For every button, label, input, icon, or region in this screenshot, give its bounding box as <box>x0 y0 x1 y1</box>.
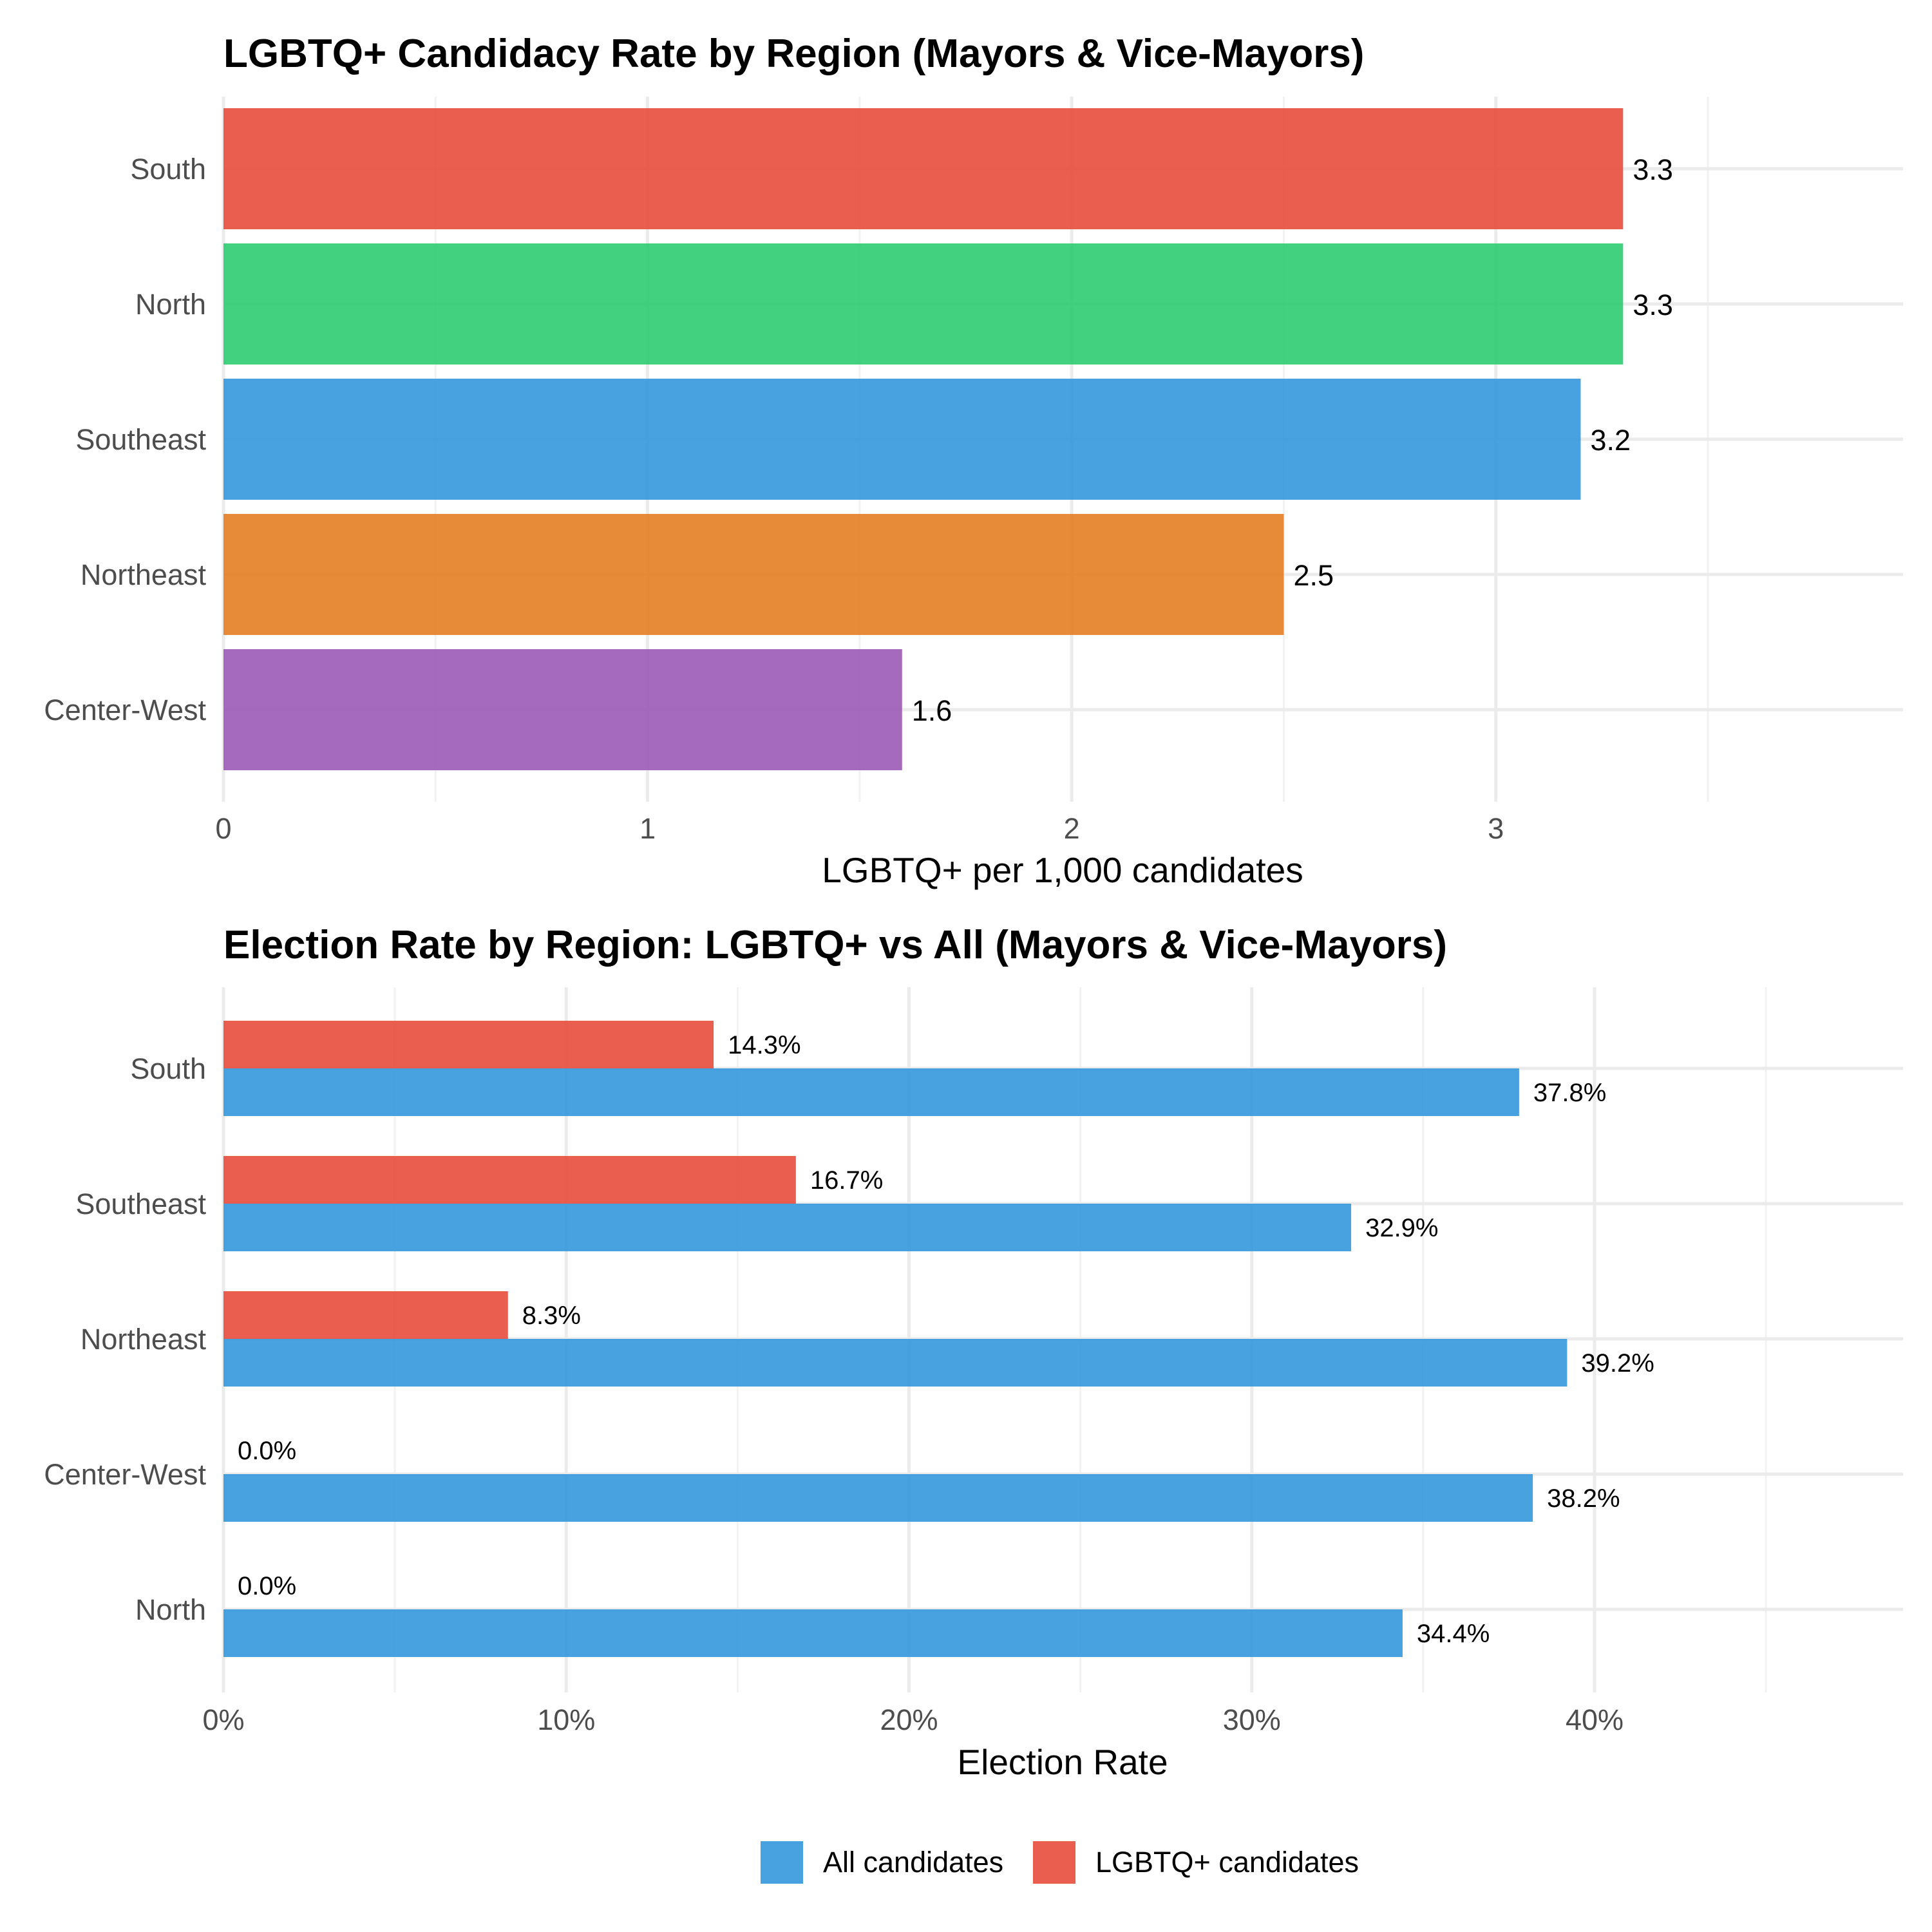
value-labels: 3.3 3.3 3.2 2.5 1.6 <box>912 153 1673 727</box>
bar-all-northeast <box>223 1339 1567 1387</box>
category-label: Northeast <box>80 558 207 591</box>
category-label: South <box>130 153 206 185</box>
value-label-lgbtq: 16.7% <box>810 1166 883 1195</box>
x-tick-label: 2 <box>1064 812 1080 845</box>
x-tick-label: 3 <box>1488 812 1504 845</box>
legend-label-all: All candidates <box>823 1846 1003 1879</box>
candidacy-rate-chart: LGBTQ+ Candidacy Rate by Region (Mayors … <box>44 32 1903 890</box>
value-label-lgbtq: 14.3% <box>728 1031 800 1059</box>
category-label: North <box>135 288 206 321</box>
x-tick-label: 0% <box>202 1703 244 1736</box>
value-label-all: 34.4% <box>1417 1620 1490 1648</box>
value-labels: 14.3% 37.8% 16.7% 32.9% 8.3% 39.2% 0.0% 38.2% 0.… <box>238 1031 1654 1648</box>
category-label: Southeast <box>75 1188 206 1220</box>
x-tick-label: 30% <box>1223 1703 1281 1736</box>
value-label-lgbtq: 0.0% <box>238 1437 296 1465</box>
value-label-all: 37.8% <box>1533 1079 1606 1107</box>
bar-all-center-west <box>223 1474 1533 1522</box>
category-label: South <box>130 1052 206 1085</box>
bar-all-north <box>223 1609 1403 1657</box>
x-axis-title: LGBTQ+ per 1,000 candidates <box>822 850 1303 890</box>
bar-lgbtq-southeast <box>223 1156 796 1204</box>
category-labels: South North Southeast Northeast Center-West <box>44 153 206 726</box>
bar-lgbtq-south <box>223 1021 714 1068</box>
x-tick-label: 0 <box>215 812 231 845</box>
category-label: Center-West <box>44 1458 206 1491</box>
value-label-all: 39.2% <box>1581 1349 1654 1378</box>
value-label: 1.6 <box>912 694 952 727</box>
bar-lgbtq-northeast <box>223 1291 508 1339</box>
chart-title: LGBTQ+ Candidacy Rate by Region (Mayors … <box>223 32 1364 76</box>
election-rate-chart: Election Rate by Region: LGBTQ+ vs All (… <box>44 923 1903 1782</box>
legend: All candidates LGBTQ+ candidates <box>761 1841 1359 1884</box>
bar-all-south <box>223 1068 1519 1116</box>
value-label: 3.3 <box>1633 289 1673 321</box>
bar-north <box>223 243 1624 365</box>
value-label-lgbtq: 0.0% <box>238 1572 296 1600</box>
x-tick-label: 20% <box>880 1703 938 1736</box>
value-label: 3.2 <box>1590 424 1631 457</box>
value-label-all: 38.2% <box>1547 1484 1620 1513</box>
legend-swatch-all <box>761 1841 803 1884</box>
legend-swatch-lgbtq <box>1033 1841 1075 1884</box>
bar-all-southeast <box>223 1204 1352 1251</box>
x-tick-labels: 0 1 2 3 <box>215 812 1504 845</box>
x-tick-label: 1 <box>639 812 656 845</box>
legend-label-lgbtq: LGBTQ+ candidates <box>1095 1846 1359 1879</box>
bars <box>223 108 1624 770</box>
category-label: Northeast <box>80 1323 207 1356</box>
category-label: Southeast <box>75 423 206 456</box>
bar-center-west <box>223 649 902 770</box>
bar-northeast <box>223 514 1284 635</box>
bar-south <box>223 108 1624 229</box>
category-label: Center-West <box>44 694 206 726</box>
value-label: 3.3 <box>1633 153 1673 186</box>
value-label-all: 32.9% <box>1365 1214 1438 1242</box>
x-axis-title: Election Rate <box>957 1742 1168 1782</box>
value-label-lgbtq: 8.3% <box>522 1302 581 1330</box>
chart-title: Election Rate by Region: LGBTQ+ vs All (… <box>223 923 1447 967</box>
x-tick-label: 10% <box>537 1703 595 1736</box>
bar-southeast <box>223 379 1581 500</box>
value-label: 2.5 <box>1293 559 1334 592</box>
x-tick-labels: 0% 10% 20% 30% 40% <box>202 1703 1624 1736</box>
category-labels: South Southeast Northeast Center-West North <box>44 1052 206 1626</box>
bars <box>223 1021 1567 1657</box>
category-label: North <box>135 1593 206 1626</box>
x-tick-label: 40% <box>1566 1703 1624 1736</box>
